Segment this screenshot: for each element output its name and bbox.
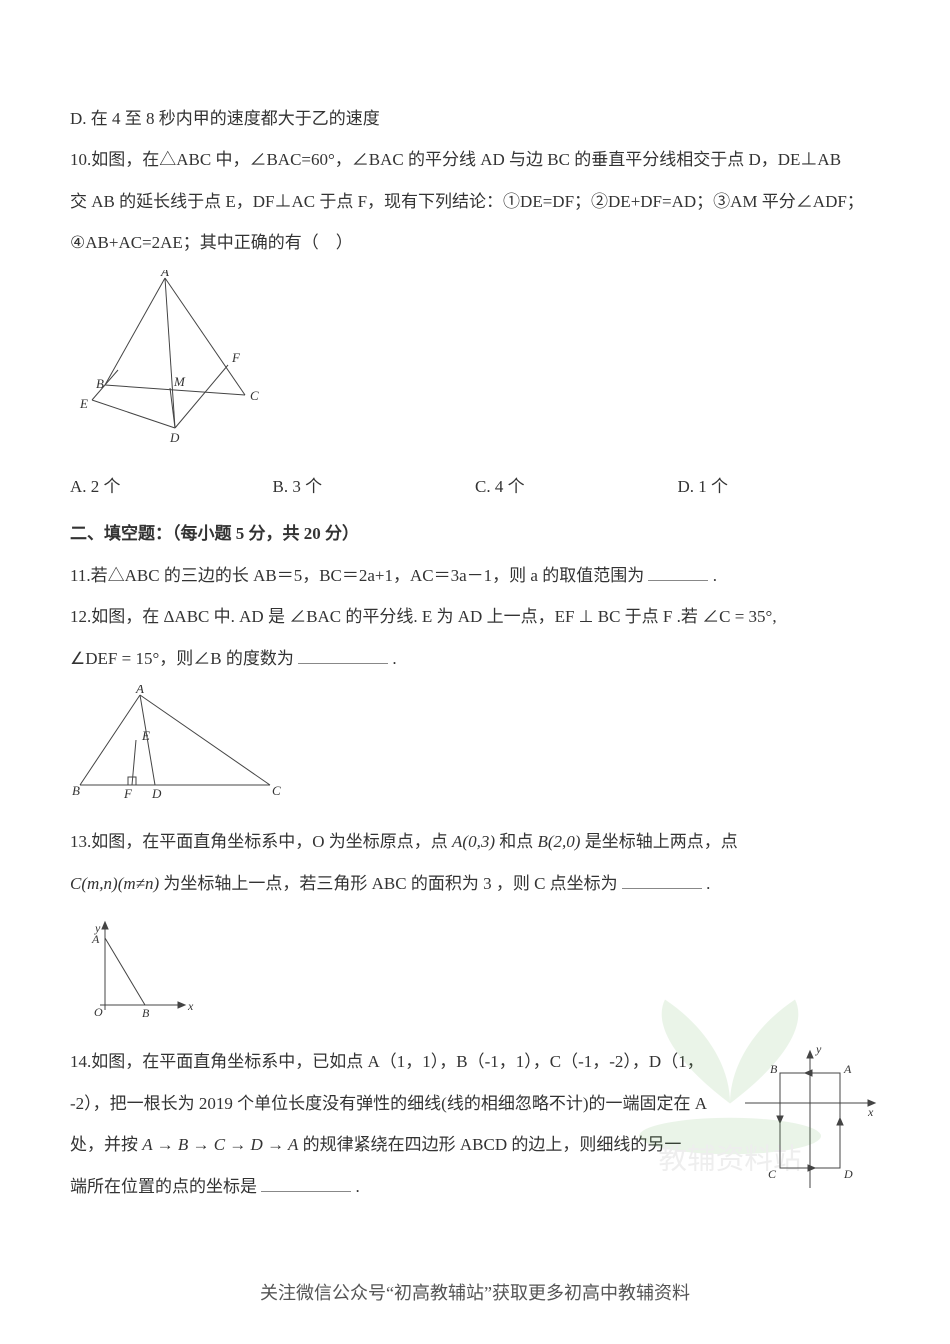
svg-text:O: O: [94, 1005, 103, 1019]
q10-opt-a: A. 2 个: [70, 468, 273, 505]
svg-text:D: D: [843, 1167, 853, 1181]
q13-line1: 13.如图，在平面直角坐标系中，O 为坐标原点，点 A(0,3) 和点 B(2,…: [70, 823, 880, 860]
q10-opt-d: D. 1 个: [678, 468, 881, 505]
q13-l1-post: 是坐标轴上两点，点: [585, 832, 738, 851]
q11-blank: [648, 564, 708, 581]
q14-figure: y x A B C D: [740, 1043, 880, 1206]
q10-opt-b: B. 3 个: [273, 468, 476, 505]
svg-text:x: x: [187, 999, 194, 1013]
q13-B: B(2,0): [538, 832, 581, 851]
q9-option-d: D. 在 4 至 8 秒内甲的速度都大于乙的速度: [70, 100, 880, 137]
q10-opt-c: C. 4 个: [475, 468, 678, 505]
svg-text:F: F: [231, 350, 241, 365]
q14-blank: [261, 1175, 351, 1192]
q13-figure: y A O B x: [70, 910, 880, 1033]
svg-text:y: y: [815, 1043, 822, 1056]
svg-text:D: D: [151, 786, 162, 800]
q14: 14.如图，在平面直角坐标系中，已如点 A（1，1），B（-1，1），C（-1，…: [70, 1043, 880, 1209]
q10-stem-1: 10.如图，在△ABC 中，∠BAC=60°，∠BAC 的平分线 AD 与边 B…: [70, 141, 880, 178]
svg-text:B: B: [770, 1062, 778, 1076]
svg-text:F: F: [123, 786, 133, 800]
q13-blank: [622, 872, 702, 889]
q12-line2-pre: ∠DEF = 15°，则∠B 的度数为: [70, 649, 294, 668]
svg-text:A: A: [91, 932, 100, 946]
q12-blank: [298, 647, 388, 664]
svg-text:A: A: [843, 1062, 852, 1076]
q10-options: A. 2 个 B. 3 个 C. 4 个 D. 1 个: [70, 468, 880, 505]
q14-line4: 端所在位置的点的坐标是 .: [70, 1168, 722, 1205]
page-footer: 关注微信公众号“初高教辅站”获取更多初高中教辅资料: [0, 1274, 950, 1314]
q10-stem-2: 交 AB 的延长线于点 E，DF⊥AC 于点 F，现有下列结论：①DE=DF；②…: [70, 183, 880, 220]
svg-text:D: D: [169, 430, 180, 445]
q14-l4-post: .: [356, 1177, 360, 1196]
svg-text:E: E: [141, 728, 150, 743]
q14-line1: 14.如图，在平面直角坐标系中，已如点 A（1，1），B（-1，1），C（-1，…: [70, 1043, 722, 1080]
q13-line2: C(m,n)(m≠n) 为坐标轴上一点，若三角形 ABC 的面积为 3 ，则 C…: [70, 865, 880, 902]
svg-text:E: E: [79, 396, 88, 411]
q12-line2-post: .: [392, 649, 396, 668]
q13-l1-pre: 13.如图，在平面直角坐标系中，O 为坐标原点，点: [70, 832, 452, 851]
svg-text:C: C: [250, 388, 259, 403]
svg-text:x: x: [867, 1105, 874, 1119]
q13-A: A(0,3): [452, 832, 495, 851]
svg-text:C: C: [768, 1167, 777, 1181]
q14-l4-pre: 端所在位置的点的坐标是: [70, 1177, 257, 1196]
svg-text:B: B: [142, 1006, 150, 1020]
q11-text: 11.若△ABC 的三边的长 AB＝5，BC＝2a+1，AC＝3a－1，则 a …: [70, 566, 644, 585]
q13-C: C(m,n)(m≠n): [70, 874, 159, 893]
svg-text:B: B: [96, 376, 104, 391]
svg-text:A: A: [135, 685, 144, 696]
svg-text:A: A: [160, 270, 169, 279]
q12-figure: A B C D F E: [70, 685, 880, 813]
q14-line3: 处，并按 A → B → C → D → A 的规律紧绕在四边形 ABCD 的边…: [70, 1126, 722, 1163]
svg-text:M: M: [173, 374, 186, 389]
svg-text:B: B: [72, 783, 80, 798]
q12-line2: ∠DEF = 15°，则∠B 的度数为 .: [70, 640, 880, 677]
q13-l2-mid: 为坐标轴上一点，若三角形 ABC 的面积为 3 ，则 C 点坐标为: [163, 874, 617, 893]
q14-l3-post: 的规律紧绕在四边形 ABCD 的边上，则细线的另一: [303, 1135, 682, 1154]
section-2-title: 二、填空题：（每小题 5 分，共 20 分）: [70, 515, 880, 552]
q14-chain: A → B → C → D → A: [142, 1135, 298, 1154]
q10-figure: A B C E D M F: [70, 270, 880, 458]
q13-l2-post: .: [706, 874, 710, 893]
q14-line2: -2），把一根长为 2019 个单位长度没有弹性的细线(线的相细忽略不计)的一端…: [70, 1085, 722, 1122]
q13-mid1: 和点: [499, 832, 537, 851]
q11-tail: .: [713, 566, 717, 585]
q14-l3-pre: 处，并按: [70, 1135, 142, 1154]
svg-text:C: C: [272, 783, 281, 798]
q10-stem-3: ④AB+AC=2AE；其中正确的有（ ）: [70, 224, 880, 261]
q12-line1: 12.如图，在 ΔABC 中. AD 是 ∠BAC 的平分线. E 为 AD 上…: [70, 598, 880, 635]
q11: 11.若△ABC 的三边的长 AB＝5，BC＝2a+1，AC＝3a－1，则 a …: [70, 557, 880, 594]
